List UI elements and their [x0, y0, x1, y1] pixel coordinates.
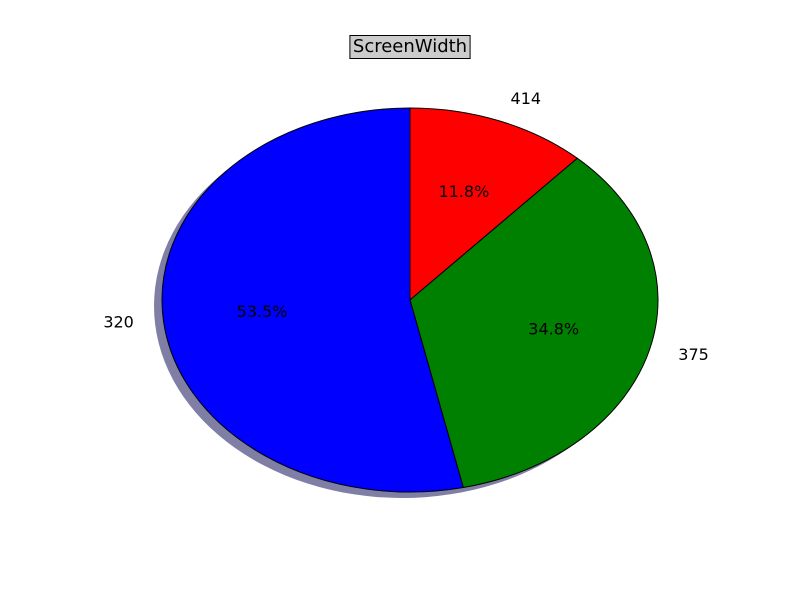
pie-labels: 11.8% 414 34.8% 375 53.5% 320 — [103, 89, 709, 364]
pie-percent-label: 11.8% — [438, 182, 489, 201]
pie-slices — [161, 107, 659, 493]
pie-category-label: 320 — [103, 313, 134, 332]
chart-title-group: ScreenWidth — [349, 35, 471, 59]
pie-percent-label: 34.8% — [528, 319, 579, 338]
pie-category-label: 414 — [511, 89, 542, 108]
chart-title-box — [349, 35, 471, 59]
pie-slice-375 — [409, 157, 659, 489]
pie-slice-320 — [161, 107, 464, 493]
pie-slice-414 — [409, 107, 578, 301]
chart-title: ScreenWidth — [353, 36, 467, 57]
pie-category-label: 375 — [678, 345, 709, 364]
pie-percent-label: 53.5% — [237, 302, 288, 321]
